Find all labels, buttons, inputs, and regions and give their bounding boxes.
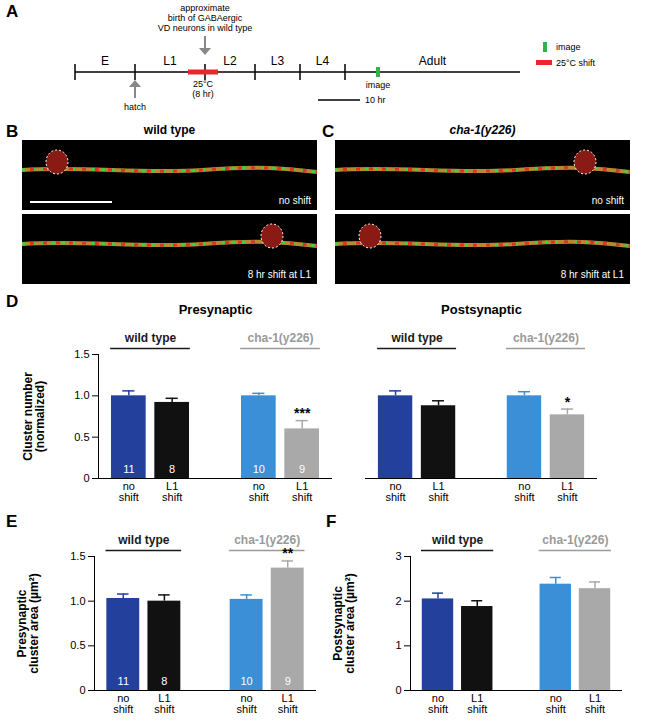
svg-text:Cluster number(normalized): Cluster number(normalized)	[21, 372, 47, 461]
svg-text:image: image	[366, 80, 391, 90]
svg-text:no shift: no shift	[592, 195, 624, 206]
svg-text:L1shift: L1shift	[278, 692, 298, 715]
svg-text:0.5: 0.5	[70, 639, 85, 651]
svg-text:noshift: noshift	[119, 480, 139, 503]
svg-text:L1shift: L1shift	[467, 692, 487, 715]
svg-text:25°C: 25°C	[193, 79, 214, 89]
svg-text:cha-1(y226): cha-1(y226)	[542, 533, 608, 547]
html-text:B: B	[6, 122, 19, 141]
svg-text:1.0: 1.0	[74, 389, 89, 401]
svg-text:noshift: noshift	[249, 480, 269, 503]
svg-text:25°C shift: 25°C shift	[556, 58, 596, 68]
svg-text:L4: L4	[316, 54, 330, 68]
svg-text:cha-1(y226): cha-1(y226)	[234, 533, 301, 548]
svg-text:***: ***	[294, 405, 311, 421]
svg-text:1: 1	[395, 639, 401, 651]
svg-text:E: E	[101, 54, 109, 68]
html-text:F: F	[326, 512, 337, 531]
svg-text:wild type: wild type	[143, 123, 196, 137]
svg-text:Postsynaptic: Postsynaptic	[441, 302, 522, 317]
svg-text:wild type: wild type	[390, 331, 443, 345]
svg-text:noshift: noshift	[428, 692, 448, 715]
svg-text:8: 8	[169, 463, 175, 475]
svg-text:noshift: noshift	[546, 692, 566, 715]
svg-text:11: 11	[123, 463, 134, 475]
svg-text:wild type: wild type	[431, 533, 484, 547]
svg-text:L1shift: L1shift	[162, 480, 182, 503]
svg-text:8: 8	[161, 675, 167, 687]
svg-text:cha-1(y226): cha-1(y226)	[449, 123, 515, 137]
svg-text:10: 10	[253, 463, 265, 475]
svg-text:0: 0	[79, 684, 85, 696]
svg-text:1.5: 1.5	[74, 348, 89, 360]
svg-text:*: *	[565, 394, 571, 410]
svg-text:10 hr: 10 hr	[365, 95, 386, 105]
html-text:A: A	[6, 2, 19, 21]
svg-text:approximate: approximate	[180, 3, 230, 13]
svg-text:8 hr shift at L1: 8 hr shift at L1	[561, 269, 625, 280]
svg-text:1.0: 1.0	[70, 595, 85, 607]
svg-text:noshift: noshift	[514, 480, 534, 503]
svg-text:wild type: wild type	[117, 533, 170, 547]
svg-text:cha-1(y226): cha-1(y226)	[513, 331, 579, 345]
svg-text:3: 3	[395, 550, 401, 562]
svg-text:L1shift: L1shift	[585, 692, 605, 715]
svg-text:noshift: noshift	[385, 480, 405, 503]
svg-text:L1shift: L1shift	[557, 480, 577, 503]
svg-text:no shift: no shift	[279, 195, 311, 206]
svg-text:(8 hr): (8 hr)	[192, 89, 214, 99]
svg-text:9: 9	[285, 675, 291, 687]
svg-text:11: 11	[118, 675, 129, 687]
svg-text:Presynaptic: Presynaptic	[179, 302, 253, 317]
svg-text:L1: L1	[163, 54, 177, 68]
svg-text:0: 0	[395, 684, 401, 696]
svg-text:Presynapticcluster area (µm²): Presynapticcluster area (µm²)	[15, 573, 41, 673]
svg-text:8 hr shift at L1: 8 hr shift at L1	[248, 269, 312, 280]
svg-text:image: image	[556, 42, 581, 52]
svg-text:10: 10	[240, 675, 252, 687]
svg-text:noshift: noshift	[113, 692, 133, 715]
svg-text:0.5: 0.5	[74, 431, 89, 443]
svg-text:2: 2	[395, 595, 401, 607]
svg-text:L1shift: L1shift	[154, 692, 174, 715]
svg-text:0: 0	[83, 472, 89, 484]
svg-text:1.5: 1.5	[70, 550, 85, 562]
svg-text:birth of GABAergic: birth of GABAergic	[168, 13, 243, 23]
svg-text:L1shift: L1shift	[428, 480, 448, 503]
svg-text:Postsynapticcluster area (µm²): Postsynapticcluster area (µm²)	[331, 573, 357, 673]
svg-text:**: **	[282, 545, 293, 561]
svg-text:hatch: hatch	[124, 102, 146, 112]
svg-text:noshift: noshift	[237, 692, 257, 715]
html-text:C: C	[322, 122, 335, 141]
svg-text:Adult: Adult	[419, 54, 447, 68]
svg-text:VD neurons in wild type: VD neurons in wild type	[158, 23, 253, 33]
svg-text:cha-1(y226): cha-1(y226)	[247, 331, 313, 345]
svg-text:L2: L2	[223, 54, 237, 68]
svg-text:L1shift: L1shift	[292, 480, 312, 503]
svg-text:wild type: wild type	[124, 331, 177, 345]
html-text:E: E	[6, 512, 18, 531]
html-text:D: D	[6, 292, 19, 311]
svg-text:9: 9	[299, 463, 305, 475]
svg-text:L3: L3	[271, 54, 285, 68]
